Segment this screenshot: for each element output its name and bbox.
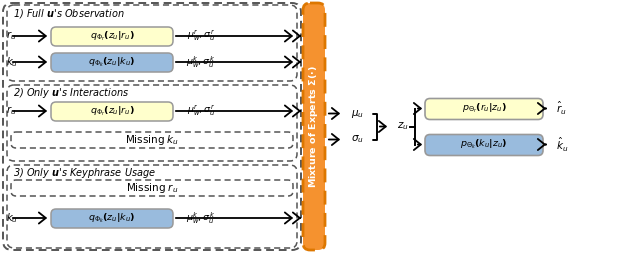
FancyBboxPatch shape	[425, 98, 543, 119]
Text: $\boldsymbol{k_u}$: $\boldsymbol{k_u}$	[6, 211, 18, 225]
Text: $\boldsymbol{p_{\Theta_r}(r_u | z_u)}$: $\boldsymbol{p_{\Theta_r}(r_u | z_u)}$	[462, 102, 507, 115]
Text: $\boldsymbol{\hat{r}_u}$: $\boldsymbol{\hat{r}_u}$	[556, 100, 567, 117]
Text: $\boldsymbol{\mu_w^r, \sigma_u^r}$: $\boldsymbol{\mu_w^r, \sigma_u^r}$	[187, 29, 215, 43]
Text: $\boldsymbol{\mu_w^k, \sigma_u^k}$: $\boldsymbol{\mu_w^k, \sigma_u^k}$	[187, 211, 216, 225]
FancyBboxPatch shape	[51, 102, 173, 121]
Text: $\boldsymbol{q_{\Phi_r}(z_u | r_u)}$: $\boldsymbol{q_{\Phi_r}(z_u | r_u)}$	[90, 29, 135, 43]
Text: Missing $\boldsymbol{k_u}$: Missing $\boldsymbol{k_u}$	[125, 133, 179, 147]
Text: $\boldsymbol{\mu_u}$: $\boldsymbol{\mu_u}$	[351, 107, 364, 119]
Text: $\boldsymbol{r_u}$: $\boldsymbol{r_u}$	[6, 30, 16, 42]
FancyBboxPatch shape	[11, 180, 293, 196]
FancyBboxPatch shape	[3, 3, 301, 250]
Text: $\boldsymbol{k_u}$: $\boldsymbol{k_u}$	[6, 55, 18, 69]
FancyBboxPatch shape	[51, 27, 173, 46]
Text: Missing $\boldsymbol{r_u}$: Missing $\boldsymbol{r_u}$	[125, 181, 178, 195]
Text: 3) Only $\boldsymbol{u}$'s Keyphrase Usage: 3) Only $\boldsymbol{u}$'s Keyphrase Usa…	[13, 166, 156, 180]
Text: $\boldsymbol{q_{\Phi_k}(z_u | k_u)}$: $\boldsymbol{q_{\Phi_k}(z_u | k_u)}$	[88, 55, 135, 69]
FancyBboxPatch shape	[303, 3, 325, 250]
FancyBboxPatch shape	[7, 5, 297, 81]
Text: Mixture of Experts $\boldsymbol{\Sigma(\cdot)}$: Mixture of Experts $\boldsymbol{\Sigma(\…	[308, 65, 321, 188]
Text: $\boldsymbol{q_{\Phi_k}(z_u | k_u)}$: $\boldsymbol{q_{\Phi_k}(z_u | k_u)}$	[88, 211, 135, 225]
Text: $\boldsymbol{\sigma_u}$: $\boldsymbol{\sigma_u}$	[351, 134, 364, 146]
Text: $\boldsymbol{q_{\Phi_r}(z_u | r_u)}$: $\boldsymbol{q_{\Phi_r}(z_u | r_u)}$	[90, 104, 135, 118]
FancyBboxPatch shape	[7, 85, 297, 161]
FancyBboxPatch shape	[7, 165, 297, 248]
Text: $\boldsymbol{r_u}$: $\boldsymbol{r_u}$	[6, 105, 16, 118]
Text: $\boldsymbol{\mu_w^r, \sigma_u^r}$: $\boldsymbol{\mu_w^r, \sigma_u^r}$	[187, 104, 215, 118]
Text: $\boldsymbol{\mu_w^k, \sigma_u^k}$: $\boldsymbol{\mu_w^k, \sigma_u^k}$	[187, 54, 216, 70]
FancyBboxPatch shape	[51, 209, 173, 228]
Text: 1) Full $\boldsymbol{u}$'s Observation: 1) Full $\boldsymbol{u}$'s Observation	[13, 7, 125, 20]
Text: $\boldsymbol{p_{\Theta_k}(k_u | z_u)}$: $\boldsymbol{p_{\Theta_k}(k_u | z_u)}$	[460, 138, 507, 151]
FancyBboxPatch shape	[11, 132, 293, 148]
FancyBboxPatch shape	[425, 134, 543, 156]
Text: $\boldsymbol{\hat{k}_u}$: $\boldsymbol{\hat{k}_u}$	[556, 135, 569, 154]
Text: $\boldsymbol{z_u}$: $\boldsymbol{z_u}$	[397, 120, 408, 132]
FancyBboxPatch shape	[51, 53, 173, 72]
Text: 2) Only $\boldsymbol{u}$'s Interactions: 2) Only $\boldsymbol{u}$'s Interactions	[13, 86, 129, 100]
